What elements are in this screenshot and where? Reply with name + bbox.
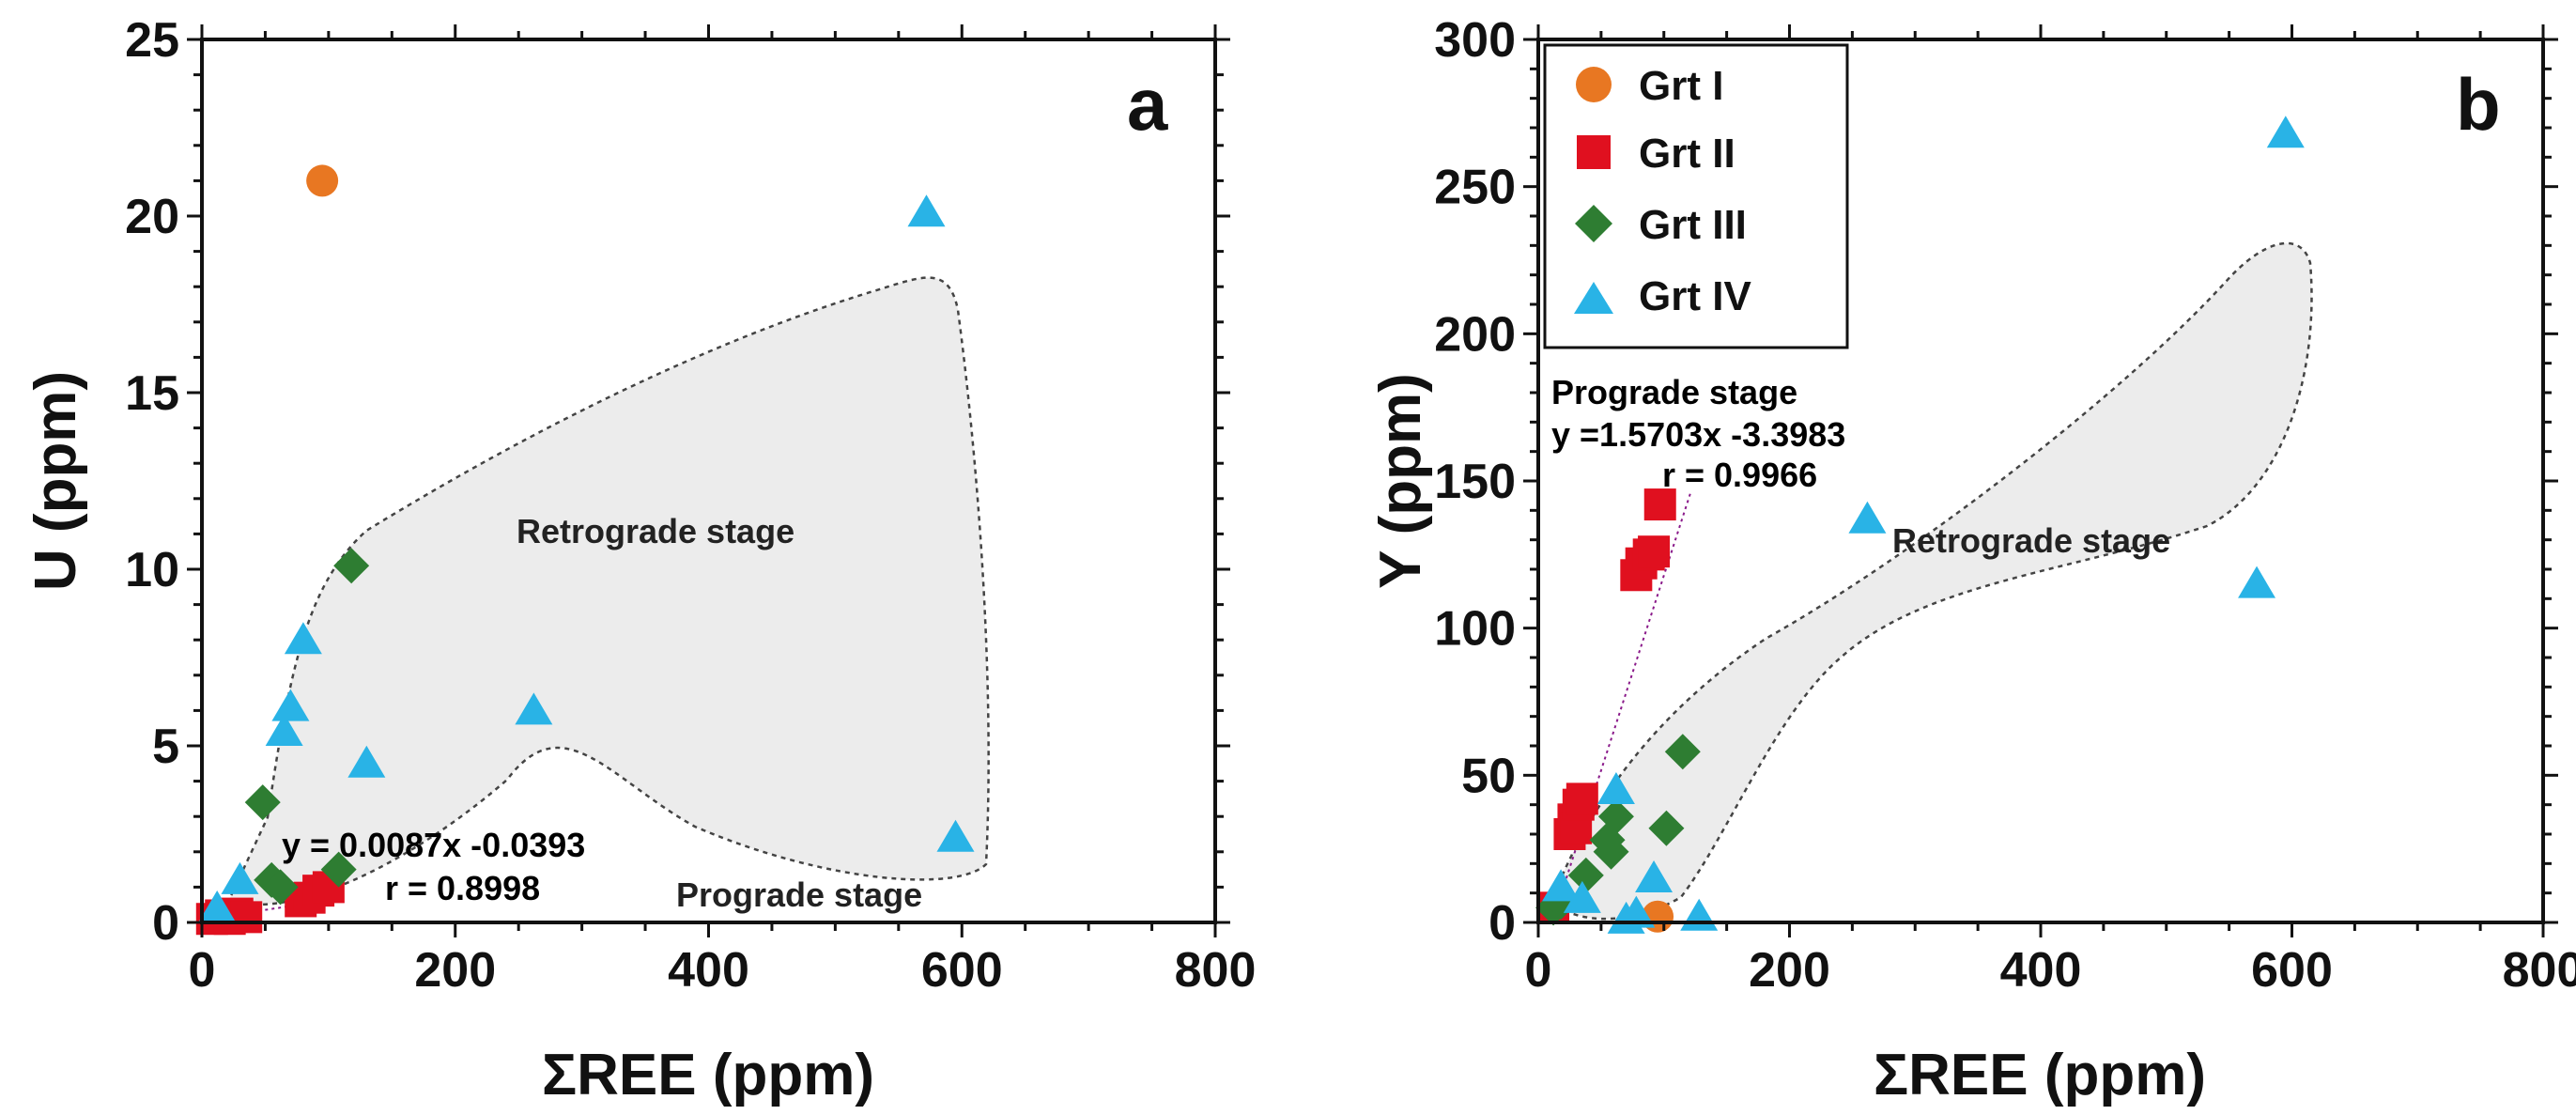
- y-axis-label-b: Y (ppm): [1368, 373, 1433, 589]
- point-grt-iv-a: [936, 819, 975, 852]
- point-grt-i-a: [306, 164, 339, 197]
- point-grt-iii-a: [244, 784, 281, 821]
- point-grt-iv-b: [1542, 869, 1581, 902]
- x-tick-label-a: 0: [189, 943, 216, 998]
- y-tick-label-b: 100: [1434, 602, 1516, 657]
- y-tick-label-b: 250: [1434, 161, 1516, 215]
- point-grt-iii-b: [1664, 734, 1701, 770]
- legend-marker-grt-ii: [1577, 135, 1611, 169]
- regression-equation-a: y = 0.0087x -0.0393: [282, 826, 585, 864]
- retrograde-field-b: [1550, 241, 2313, 921]
- field-label-retrograde-a: Retrograde stage: [517, 512, 794, 550]
- regression-r-a: r = 0.8998: [385, 869, 540, 907]
- regression-title-b: Prograde stage: [1551, 373, 1797, 411]
- panel-letter-a: a: [1127, 63, 1168, 146]
- x-tick-label-a: 200: [414, 943, 496, 998]
- scatter-points-b: [1535, 116, 2305, 934]
- point-grt-iii-b: [1648, 810, 1685, 846]
- point-grt-iii-b: [1597, 798, 1634, 835]
- point-grt-ii-b: [1643, 488, 1676, 521]
- y-tick-label-a: 0: [152, 896, 179, 951]
- x-tick-label-b: 600: [2251, 943, 2333, 998]
- y-tick-label-a: 10: [125, 543, 179, 597]
- y-axis-label-a: U (ppm): [23, 371, 88, 591]
- x-tick-label-b: 400: [2000, 943, 2082, 998]
- point-grt-iv-b: [2266, 116, 2305, 148]
- y-tick-label-b: 150: [1434, 455, 1516, 509]
- y-tick-label-b: 0: [1489, 896, 1516, 951]
- y-tick-label-a: 5: [152, 720, 179, 774]
- point-grt-ii-a: [230, 901, 263, 934]
- point-grt-iv-b: [2238, 565, 2276, 598]
- x-tick-label-a: 400: [668, 943, 749, 998]
- point-grt-iii-a: [333, 548, 370, 584]
- legend-label-grt-ii: Grt II: [1639, 131, 1735, 177]
- x-axis-label-a: ΣREE (ppm): [542, 1043, 874, 1107]
- y-tick-label-b: 300: [1434, 13, 1516, 68]
- point-grt-iv-b: [1563, 880, 1601, 913]
- y-tick-label-a: 20: [125, 190, 179, 244]
- point-grt-iv-b: [1848, 501, 1887, 534]
- y-tick-label-a: 15: [125, 366, 179, 421]
- point-grt-iv-b: [1617, 895, 1656, 928]
- legend-label-grt-iv: Grt IV: [1639, 273, 1751, 319]
- point-grt-iv-a: [271, 689, 310, 721]
- regression-r-b: r = 0.9966: [1662, 456, 1817, 494]
- legend-marker-grt-i: [1576, 67, 1612, 102]
- point-grt-iv-a: [515, 692, 553, 725]
- point-grt-iv-a: [198, 890, 237, 922]
- x-tick-label-a: 800: [1175, 943, 1257, 998]
- regression-equation-b: y =1.5703x -3.3983: [1551, 415, 1845, 454]
- point-grt-iv-a: [907, 194, 946, 227]
- point-grt-iv-a: [265, 713, 303, 746]
- point-grt-iii-a: [262, 869, 299, 906]
- point-grt-iv-a: [221, 861, 259, 894]
- point-grt-iii-a: [320, 851, 357, 888]
- ticks-b: 0 200 400 600 800 0 50 100 150 200 250 300: [1434, 13, 2576, 998]
- field-label-prograde-a: Prograde stage: [676, 875, 922, 914]
- retrograde-field-a: [226, 276, 990, 906]
- x-tick-label-a: 600: [921, 943, 1003, 998]
- point-grt-iv-a: [347, 745, 386, 778]
- field-label-retrograde-b: Retrograde stage: [1892, 521, 2170, 560]
- legend-marker-grt-iv: [1574, 282, 1613, 314]
- x-axis-label-b: ΣREE (ppm): [1874, 1043, 2206, 1107]
- legend-marker-grt-iii: [1575, 205, 1612, 242]
- x-tick-label-b: 0: [1525, 943, 1552, 998]
- point-grt-iv-b: [1680, 898, 1719, 931]
- y-tick-label-b: 200: [1434, 307, 1516, 362]
- legend-label-grt-i: Grt I: [1639, 63, 1723, 109]
- panel-letter-b: b: [2456, 63, 2501, 146]
- point-grt-iii-b: [1567, 857, 1604, 893]
- x-tick-label-b: 800: [2503, 943, 2576, 998]
- point-grt-iv-b: [1597, 772, 1635, 804]
- y-tick-label-b: 50: [1461, 749, 1516, 803]
- panel-a: 0 200 400 600 800 0 5 10 15 20 25 a Retrograde sta…: [23, 13, 1256, 1107]
- point-grt-ii-b: [1566, 782, 1598, 815]
- panel-b: 0 200 400 600 800 0 50 100 150 200 250 300 b Retrog…: [1368, 13, 2576, 1107]
- point-grt-iii-b: [1593, 833, 1629, 870]
- legend-b: Grt I Grt II Grt III Grt IV: [1543, 43, 1849, 349]
- point-grt-ii-b: [1638, 535, 1671, 568]
- point-grt-iv-a: [284, 622, 322, 655]
- x-tick-label-b: 200: [1749, 943, 1830, 998]
- y-tick-label-a: 25: [125, 13, 179, 68]
- legend-label-grt-iii: Grt III: [1639, 202, 1747, 248]
- ticks-a: 0 200 400 600 800 0 5 10 15 20 25: [125, 13, 1256, 998]
- point-grt-iv-b: [1635, 860, 1674, 892]
